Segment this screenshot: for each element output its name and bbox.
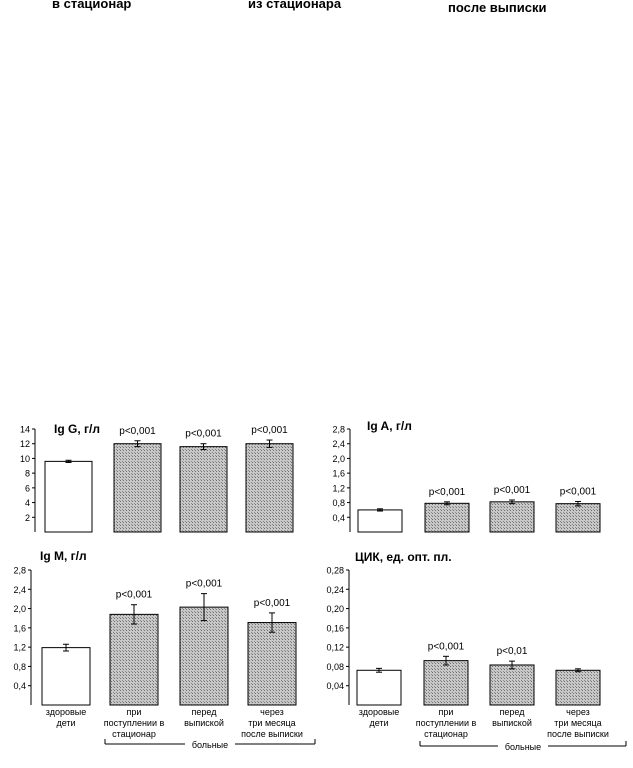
top-label-3: после выписки (448, 0, 547, 15)
x-tick-label: здоровые дети (359, 707, 399, 728)
y-tick-label: 1,6 (332, 469, 345, 479)
group-bracket: больные (104, 739, 316, 750)
x-tick-label: здоровые дети (46, 707, 86, 728)
error-bar (575, 500, 581, 507)
chart-title: Ig G, г/л (54, 422, 100, 436)
y-tick-label: 8 (25, 469, 30, 479)
chart-3: Ig M, г/л 0,4 0,8 1,2 1,6 2,0 2,4 2,8 здоровые де… (13, 549, 316, 750)
error-bar (575, 668, 581, 673)
p-value-label: p<0,001 (116, 590, 153, 601)
bar (41, 647, 91, 706)
y-tick-label: 4 (25, 498, 30, 508)
y-tick-label: 1,2 (13, 643, 26, 653)
chart-title: Ig A, г/л (367, 419, 412, 433)
y-tick-label: 2,4 (332, 439, 345, 449)
error-bar (266, 439, 273, 448)
error-bar (65, 459, 72, 463)
group-label: больные (505, 742, 541, 752)
error-bar (509, 499, 515, 505)
chart-title: Ig M, г/л (40, 549, 87, 563)
p-value-label: p<0,001 (428, 641, 465, 652)
bar (423, 660, 469, 706)
p-value-label: p<0,001 (251, 425, 288, 436)
p-value-label: p<0,001 (185, 429, 222, 440)
error-bar (200, 443, 207, 451)
error-bar (509, 660, 515, 670)
bar (44, 460, 93, 533)
y-tick-label: 12 (20, 439, 30, 449)
bar (357, 509, 403, 533)
y-tick-label: 0,28 (326, 566, 344, 576)
bar (247, 622, 297, 706)
bar (113, 443, 162, 533)
p-value-label: p<0,001 (429, 487, 466, 498)
bar (179, 446, 228, 533)
x-tick-label: через три месяца после выписки (241, 707, 303, 739)
error-bar (134, 440, 141, 448)
y-tick-label: 6 (25, 483, 30, 493)
chart-1: Ig G, г/л 2 4 6 8 10 12 14 p<0,001 p<0,001 p<0,001 (20, 422, 294, 533)
y-tick-label: 2,8 (332, 425, 345, 435)
y-tick-label: 0,8 (332, 498, 345, 508)
top-label-1: в стационар (52, 0, 132, 11)
error-bar (376, 667, 382, 673)
x-tick-label: через три месяца после выписки (547, 707, 609, 739)
y-tick-label: 0,4 (13, 681, 26, 691)
y-tick-label: 1,6 (13, 623, 26, 633)
bar (356, 669, 402, 706)
y-tick-label: 2,4 (13, 585, 26, 595)
chart-4: ЦИК, ед. опт. пл. 0,04 0,08 0,12 0,16 0,20 0,2… (326, 550, 627, 752)
top-label-2: из стационара (248, 0, 342, 11)
p-value-label: p<0,01 (497, 646, 528, 657)
y-tick-label: 0,16 (326, 623, 344, 633)
x-tick-label: при поступлении в стационар (416, 707, 477, 739)
error-bar (131, 604, 137, 625)
x-tick-label: при поступлении в стационар (104, 707, 165, 739)
group-bracket: больные (419, 741, 627, 752)
y-tick-label: 0,08 (326, 662, 344, 672)
y-tick-label: 0,04 (326, 681, 344, 691)
p-value-label: p<0,001 (560, 486, 597, 497)
y-tick-label: 2,8 (13, 566, 26, 576)
bar (489, 664, 535, 706)
y-tick-label: 2 (25, 513, 30, 523)
error-bar (377, 508, 383, 512)
y-tick-label: 0,20 (326, 604, 344, 614)
bar (109, 613, 159, 706)
p-value-label: p<0,001 (119, 426, 156, 437)
y-tick-label: 0,24 (326, 585, 344, 595)
bar (179, 606, 229, 706)
bar (489, 501, 535, 533)
p-value-label: p<0,001 (494, 485, 531, 496)
y-tick-label: 2,0 (13, 604, 26, 614)
x-tick-label: перед выпиской (184, 707, 224, 728)
x-tick-label: перед выпиской (492, 707, 532, 728)
bar (424, 502, 470, 533)
error-bar (443, 655, 449, 666)
bar (555, 669, 601, 706)
chart-title: ЦИК, ед. опт. пл. (355, 550, 452, 564)
error-bar (201, 593, 207, 622)
y-tick-label: 0,4 (332, 513, 345, 523)
y-tick-label: 1,2 (332, 483, 345, 493)
p-value-label: p<0,001 (186, 579, 223, 590)
y-tick-label: 0,8 (13, 662, 26, 672)
y-tick-label: 10 (20, 454, 30, 464)
error-bar (269, 612, 275, 633)
error-bar (63, 643, 69, 652)
bar (555, 503, 601, 533)
y-tick-label: 2,0 (332, 454, 345, 464)
bar (245, 443, 294, 533)
chart-2: Ig A, г/л 0,4 0,8 1,2 1,6 2,0 2,4 2,8 p<0,001 p<0… (332, 419, 601, 533)
y-tick-label: 14 (20, 425, 30, 435)
p-value-label: p<0,001 (254, 598, 291, 609)
group-label: больные (192, 740, 228, 750)
y-tick-label: 0,12 (326, 643, 344, 653)
error-bar (444, 501, 450, 506)
